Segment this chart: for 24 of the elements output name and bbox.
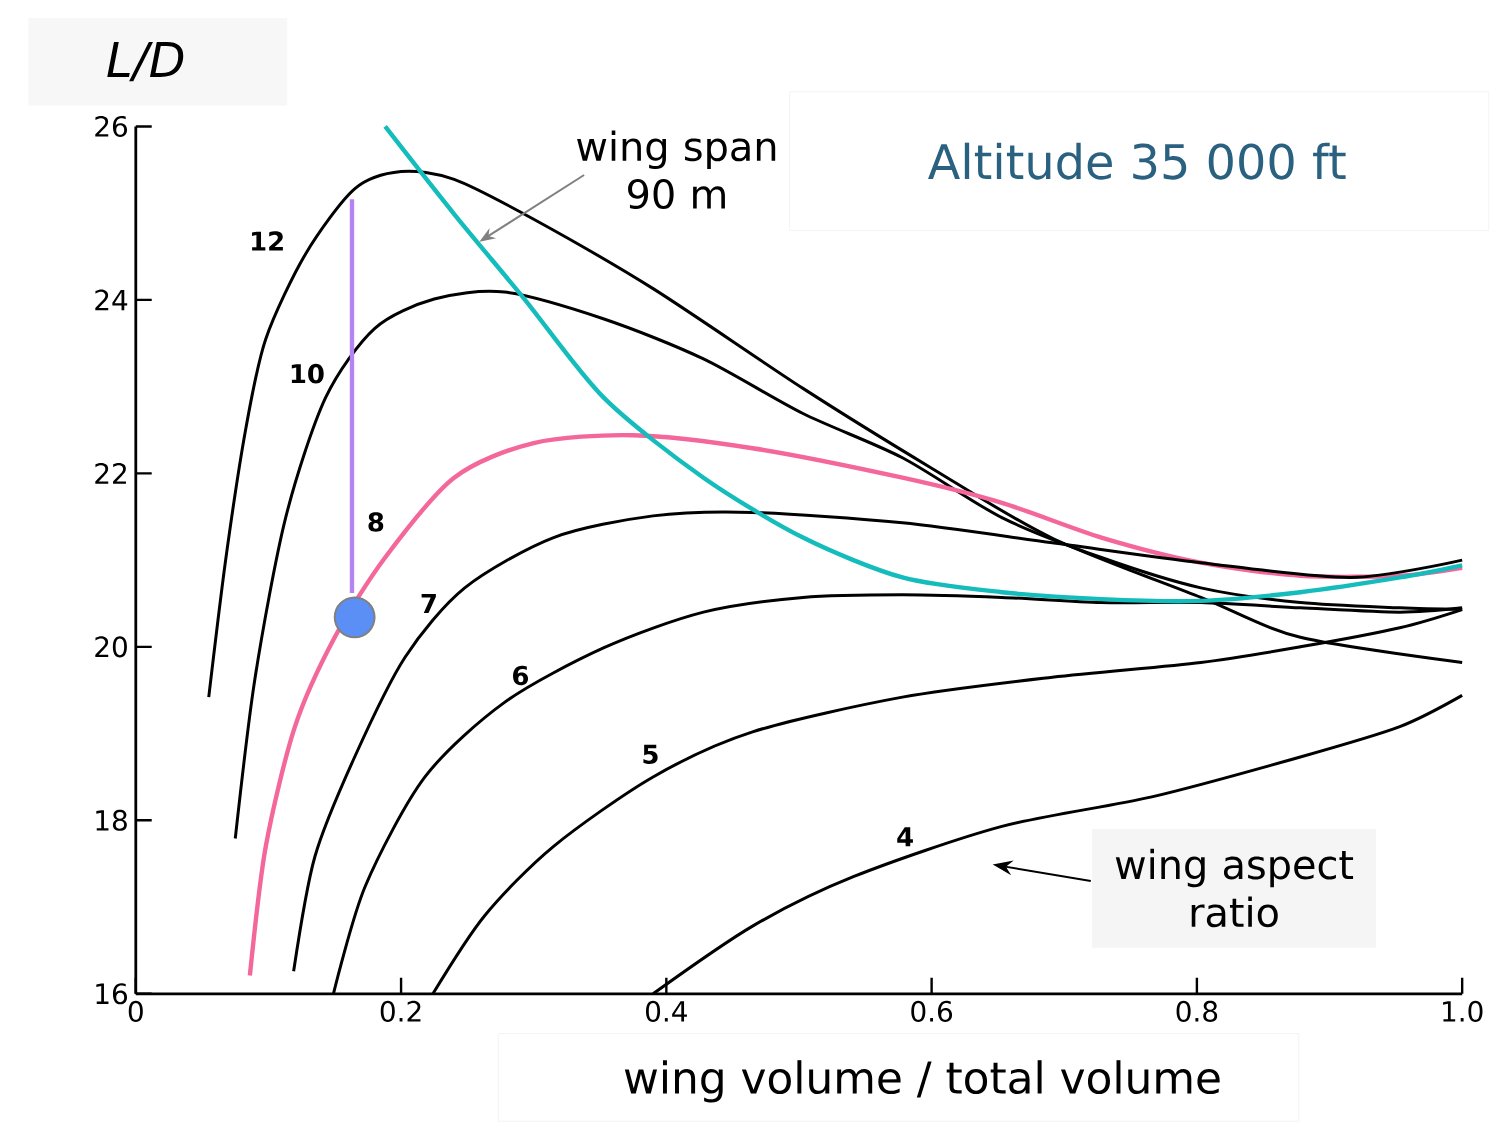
y-tick-label: 18 bbox=[96, 809, 127, 831]
series-label: 7 bbox=[421, 593, 436, 613]
x-tick-label: 0.8 bbox=[1176, 1000, 1218, 1022]
y-tick-label: 24 bbox=[95, 289, 128, 311]
x-tick-label: 1.0 bbox=[1443, 1000, 1483, 1022]
series-label: 10 bbox=[291, 363, 324, 384]
annotation: wing span 90 m bbox=[577, 130, 776, 210]
x-axis-title: wing volume / total volume bbox=[624, 1060, 1220, 1103]
x-tick-label: 0 bbox=[128, 1000, 143, 1022]
series-label: 6 bbox=[513, 665, 529, 686]
y-axis-title: L/D bbox=[107, 42, 184, 82]
annotation: wing aspect ratio bbox=[1115, 848, 1354, 928]
y-tick-label: 22 bbox=[95, 462, 126, 484]
series-label: 4 bbox=[897, 827, 913, 847]
x-tick-label: 0.2 bbox=[380, 1000, 421, 1022]
y-tick-label: 16 bbox=[96, 983, 127, 1005]
y-tick-label: 20 bbox=[95, 636, 127, 658]
x-tick-label: 0.6 bbox=[911, 1000, 953, 1022]
series-label: 8 bbox=[368, 512, 384, 532]
series-label: 12 bbox=[252, 231, 283, 251]
x-tick-label: 0.4 bbox=[646, 1000, 687, 1022]
series-label: 5 bbox=[643, 744, 658, 764]
annotation: Altitude 35 000 ft bbox=[928, 142, 1346, 180]
y-tick-label: 26 bbox=[95, 115, 127, 137]
